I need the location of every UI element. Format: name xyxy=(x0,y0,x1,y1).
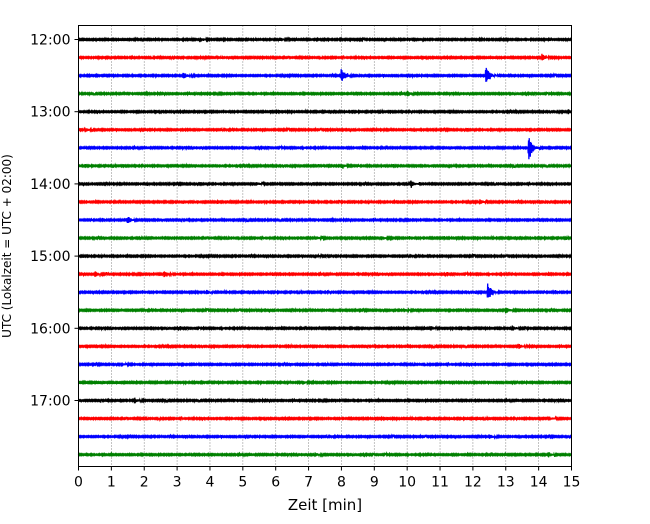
x-tick-label: 9 xyxy=(370,475,379,491)
x-axis-ticks: 0 1 2 3 4 5 6 7 8 9 10 11 12 13 14 15 xyxy=(74,466,581,491)
trace-1345 xyxy=(77,162,573,170)
trace-1330 xyxy=(77,138,573,160)
trace-1300 xyxy=(77,108,573,116)
trace-1400 xyxy=(77,180,573,188)
x-tick-label: 10 xyxy=(398,475,416,491)
x-tick-label: 12 xyxy=(464,475,482,491)
trace-1615 xyxy=(77,342,573,350)
y-tick-label: 13:00 xyxy=(30,105,70,121)
x-axis-label: Zeit [min] xyxy=(288,496,362,514)
trace-1730 xyxy=(77,433,573,441)
y-axis-ticks: 12:00 13:00 14:00 15:00 16:00 17:00 xyxy=(30,33,79,410)
x-tick-label: 0 xyxy=(74,475,83,491)
x-tick-label: 15 xyxy=(563,475,581,491)
x-tick-label: 3 xyxy=(173,475,182,491)
plot-frame xyxy=(78,25,572,467)
x-tick-label: 6 xyxy=(271,475,280,491)
x-tick-label: 13 xyxy=(497,475,515,491)
traces-layer xyxy=(77,35,573,458)
trace-1530 xyxy=(77,283,573,298)
trace-1215 xyxy=(77,53,573,61)
trace-1700 xyxy=(77,397,573,404)
trace-1230 xyxy=(77,67,573,82)
y-tick-label: 17:00 xyxy=(30,394,70,410)
y-tick-label: 14:00 xyxy=(30,177,70,193)
x-tick-label: 14 xyxy=(530,475,548,491)
y-axis-label: UTC (Lokalzeit = UTC + 02:00) xyxy=(0,154,14,338)
trace-1500 xyxy=(77,252,573,260)
x-tick-label: 2 xyxy=(140,475,149,491)
trace-1545 xyxy=(77,306,573,314)
trace-1430 xyxy=(77,216,573,224)
trace-1630 xyxy=(77,361,573,368)
trace-1600 xyxy=(77,324,573,332)
x-tick-label: 8 xyxy=(337,475,346,491)
y-tick-label: 15:00 xyxy=(30,249,70,265)
trace-1445 xyxy=(77,234,573,242)
x-tick-label: 7 xyxy=(304,475,313,491)
trace-1315 xyxy=(77,126,573,134)
trace-1515 xyxy=(77,270,573,278)
trace-1245 xyxy=(77,90,573,97)
trace-1745 xyxy=(77,451,573,458)
trace-1415 xyxy=(77,198,573,206)
x-tick-label: 5 xyxy=(238,475,247,491)
trace-1200 xyxy=(77,35,573,43)
trace-1715 xyxy=(77,415,573,423)
x-tick-label: 1 xyxy=(107,475,116,491)
x-tick-label: 11 xyxy=(431,475,449,491)
trace-1645 xyxy=(77,379,573,386)
y-tick-label: 16:00 xyxy=(30,321,70,337)
y-tick-label: 12:00 xyxy=(30,33,70,49)
x-tick-label: 4 xyxy=(206,475,215,491)
